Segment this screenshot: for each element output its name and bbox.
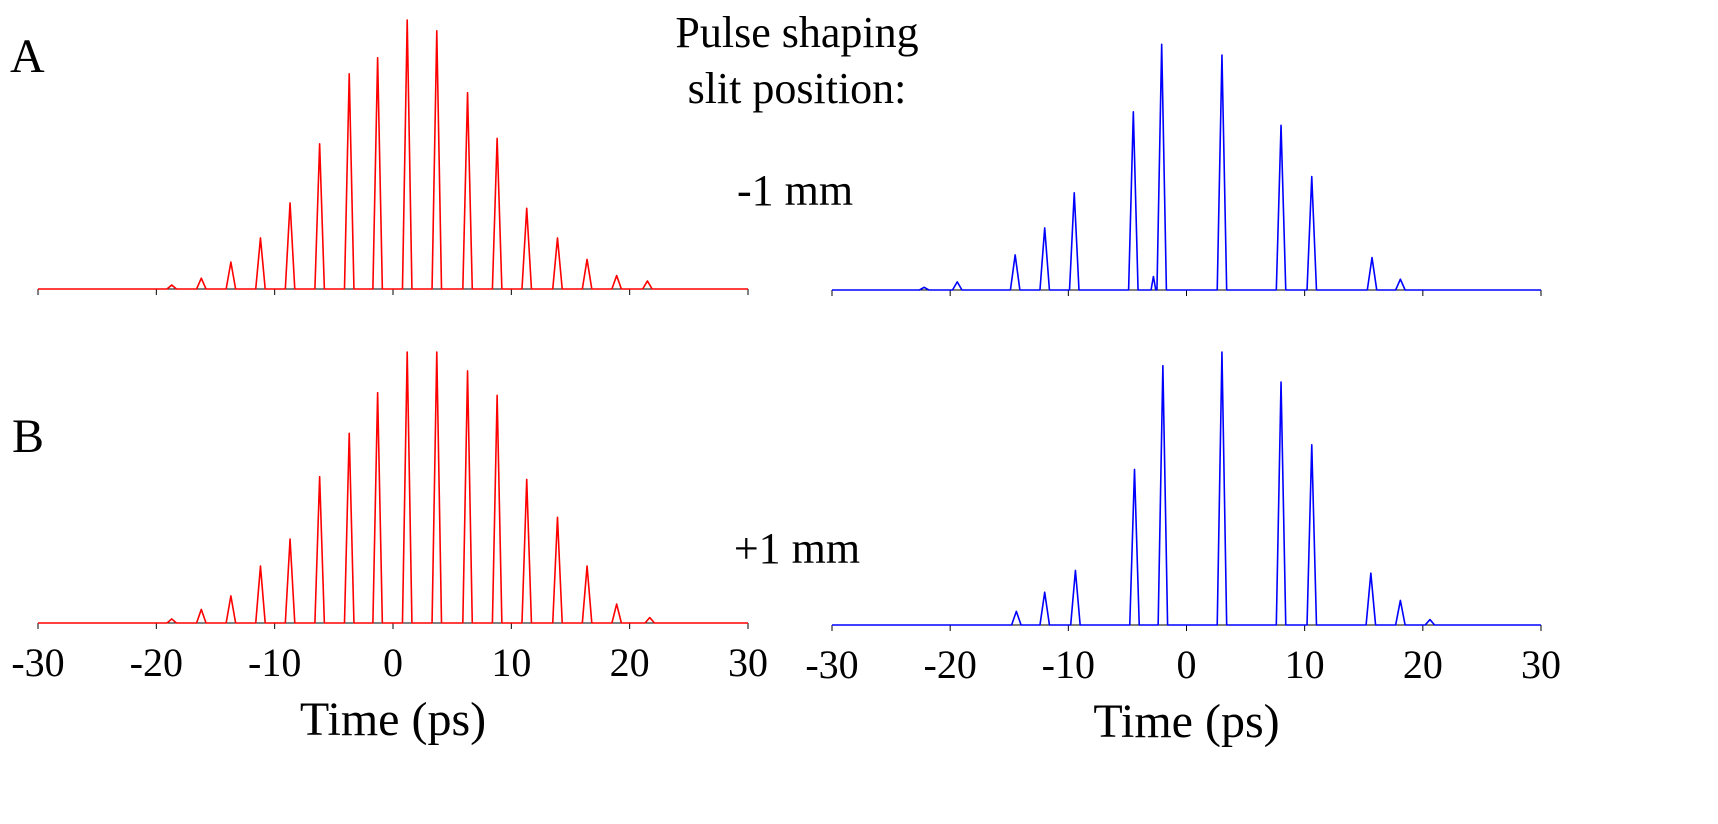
x-axis-label: Time (ps) — [1093, 695, 1279, 748]
x-tick-label: -10 — [248, 640, 301, 685]
trace — [832, 351, 1541, 626]
x-tick-label: -20 — [130, 640, 183, 685]
trace — [38, 351, 748, 624]
x-tick-label: -20 — [924, 642, 977, 687]
x-tick-label: 0 — [1177, 642, 1197, 687]
trace — [832, 43, 1541, 291]
x-tick-label: -30 — [805, 642, 858, 687]
heading: Pulse shaping — [675, 8, 918, 57]
x-tick-label: 20 — [610, 640, 650, 685]
trace — [38, 19, 748, 290]
x-tick-label: 30 — [728, 640, 768, 685]
x-tick-label: 10 — [1285, 642, 1325, 687]
panel-label: B — [12, 410, 44, 463]
setting-label: +1 mm — [734, 524, 860, 573]
x-axis-label: Time (ps) — [300, 693, 486, 746]
x-tick-label: 0 — [383, 640, 403, 685]
x-tick-label: 30 — [1521, 642, 1561, 687]
x-tick-label: -10 — [1042, 642, 1095, 687]
x-tick-label: 20 — [1403, 642, 1443, 687]
x-tick-label: 10 — [491, 640, 531, 685]
panel-label: A — [10, 30, 45, 83]
heading: slit position: — [688, 64, 907, 113]
x-tick-label: -30 — [11, 640, 64, 685]
setting-label: -1 mm — [737, 166, 853, 215]
